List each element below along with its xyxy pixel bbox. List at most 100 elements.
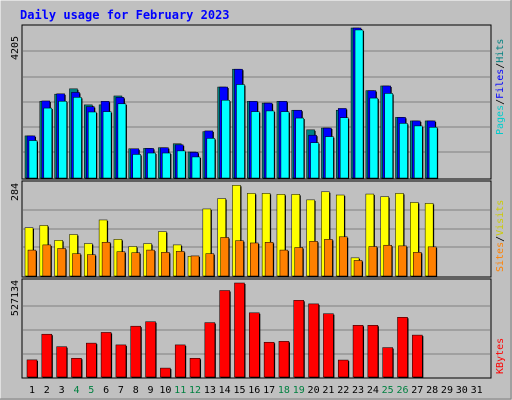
sites-bar [87, 254, 96, 277]
x-tick-label: 20 [308, 385, 320, 396]
sites-bar [72, 253, 81, 277]
pages-bar [280, 111, 290, 179]
pages-bar [88, 111, 97, 179]
pages-bar [147, 152, 156, 179]
x-tick-label: 2 [44, 385, 50, 396]
x-tick-label: 13 [204, 385, 216, 396]
kbytes-bar [337, 359, 349, 378]
sites-bar [101, 242, 111, 277]
pages-bar [428, 127, 438, 179]
legend-visits: Visits [495, 200, 506, 236]
x-tick-label: 24 [367, 385, 379, 396]
pages-bar [265, 110, 275, 179]
kbytes-bars [26, 282, 424, 378]
legend-hits: Hits [495, 39, 506, 63]
sites-bar [57, 248, 66, 277]
x-tick-label: 18 [278, 385, 290, 396]
pages-bar [251, 111, 260, 179]
pages-bar [310, 142, 319, 179]
x-tick-label: 28 [426, 385, 438, 396]
pages-bar [58, 101, 67, 179]
x-tick-label: 22 [337, 385, 349, 396]
sites-bar [116, 251, 126, 277]
kbytes-bar [263, 341, 275, 378]
legend-pages: Pages [495, 105, 506, 135]
x-tick-label: 23 [352, 385, 364, 396]
visits-ymax-label: 284 [10, 183, 21, 201]
x-tick-label: 17 [263, 385, 275, 396]
x-tick-label: 15 [233, 385, 245, 396]
pages-bar [73, 97, 82, 179]
pages-bar [369, 97, 379, 179]
sites-bar [175, 251, 185, 277]
sites-bar [353, 260, 363, 277]
kbytes-ymax-label: 527134 [10, 280, 21, 316]
x-tick-label: 16 [248, 385, 260, 396]
x-tick-label: 27 [411, 385, 423, 396]
sites-bar [427, 246, 437, 277]
svg-text:Sites/Visits: Sites/Visits [495, 200, 506, 272]
legend-kbytes: KBytes [495, 338, 506, 374]
kbytes-bar [308, 303, 319, 378]
x-tick-label: 8 [133, 385, 139, 396]
x-tick-label: 14 [219, 385, 231, 396]
kbytes-bar [41, 333, 53, 378]
pages-bar [206, 138, 216, 179]
kbytes-bar [100, 332, 112, 378]
kbytes-bar [397, 317, 408, 378]
pages-bar [295, 117, 305, 179]
x-tick-label: 9 [148, 385, 154, 396]
x-tick-label: 30 [456, 385, 468, 396]
x-tick-label: 31 [471, 385, 483, 396]
kbytes-bar [71, 358, 82, 378]
pages-bar [43, 107, 53, 179]
x-tick-label: 4 [73, 385, 79, 396]
kbytes-bar [352, 325, 364, 378]
legend-sites: Sites [495, 242, 506, 272]
kbytes-bar [412, 334, 423, 378]
kbytes-bar [278, 341, 290, 378]
sites-bar [190, 255, 200, 277]
kbytes-bar [293, 300, 305, 378]
x-tick-label: 25 [382, 385, 394, 396]
kbytes-bar [249, 312, 260, 378]
kbytes-bar [382, 347, 393, 378]
sites-bar [413, 252, 422, 277]
sites-bar [398, 245, 407, 277]
sites-bar [235, 240, 244, 277]
kbytes-bar [26, 359, 38, 378]
x-tick-label: 1 [29, 385, 35, 396]
kbytes-bar [160, 367, 171, 378]
sites-bar [309, 241, 318, 277]
sites-bar [368, 246, 378, 277]
sites-bar [294, 247, 304, 277]
pages-bar [132, 154, 141, 179]
pages-bar [162, 152, 171, 179]
kbytes-bar [145, 321, 156, 378]
pages-bar [236, 84, 245, 179]
kbytes-bar [234, 282, 245, 378]
sites-bar [279, 249, 289, 277]
sites-bar [161, 252, 170, 277]
visits-bars [24, 185, 438, 277]
sites-bar [338, 236, 348, 277]
legend-files: Files [495, 69, 506, 99]
svg-text:Pages/Files/Hits: Pages/Files/Hits [495, 39, 506, 135]
pages-bar [399, 123, 408, 179]
hits-legend: Pages/Files/Hits [495, 39, 506, 135]
sites-bar [264, 242, 274, 277]
pages-bar [176, 150, 186, 179]
pages-bar [28, 140, 38, 179]
kbytes-bar [323, 313, 334, 378]
sites-bar [205, 253, 215, 277]
sites-bar [250, 242, 259, 277]
x-tick-label: 10 [159, 385, 171, 396]
x-tick-label: 6 [103, 385, 109, 396]
x-tick-label: 12 [189, 385, 201, 396]
pages-bar [384, 93, 393, 179]
x-tick-label: 7 [118, 385, 124, 396]
sites-bar [27, 249, 37, 277]
x-tick-label: 3 [59, 385, 65, 396]
sites-bar [324, 239, 333, 277]
